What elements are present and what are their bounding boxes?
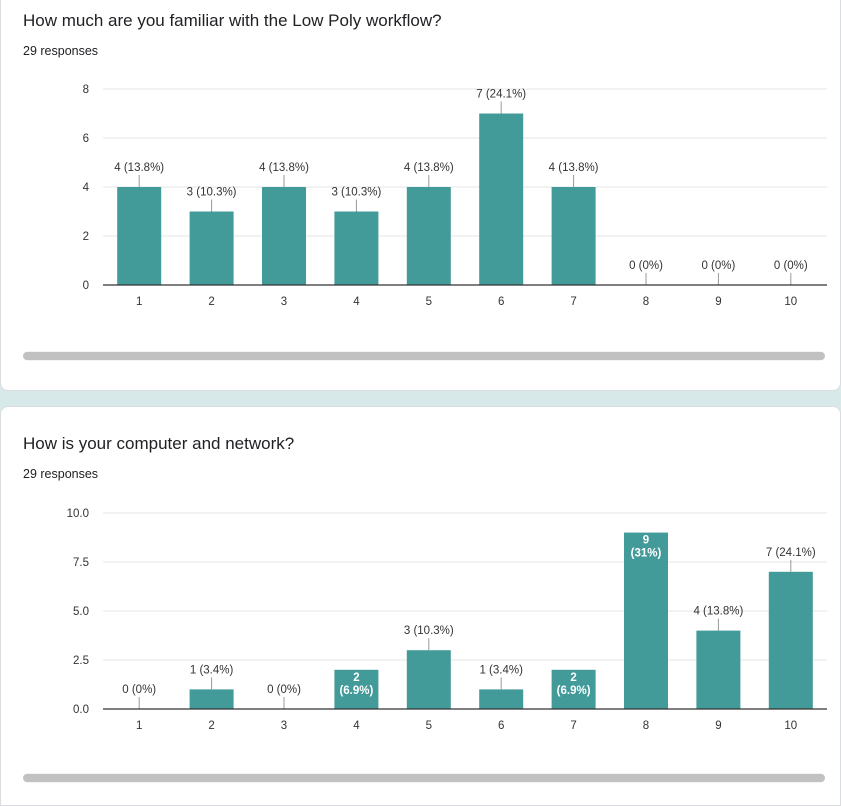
bar-3[interactable] — [262, 187, 306, 285]
bar-9[interactable] — [696, 630, 741, 709]
data-label-percent: (31%) — [631, 548, 662, 560]
x-tick-label: 5 — [426, 296, 432, 308]
data-label: 9 (31%) — [631, 535, 662, 560]
x-tick-label: 9 — [715, 720, 721, 732]
y-tick-label: 8 — [83, 84, 89, 96]
response-count: 29 responses — [23, 467, 99, 481]
bar-4[interactable] — [334, 669, 379, 709]
data-label: 2 (6.9%) — [339, 672, 373, 697]
data-label: 4 (13.8%) — [259, 162, 309, 174]
data-label: 4 (13.8%) — [549, 162, 599, 174]
x-tick-label: 6 — [498, 720, 504, 732]
question-title: How much are you familiar with the Low P… — [23, 11, 442, 30]
bar-chart-computer-network: 0.0 2.5 5.0 7.5 10.0 0 (0%) 1 1 (3.4%) 2 0 (0%) 3 2… — [67, 508, 827, 732]
y-tick-label: 0 — [83, 280, 89, 292]
x-tick-label: 1 — [136, 296, 142, 308]
bar-5[interactable] — [406, 650, 451, 709]
bar-5[interactable] — [406, 187, 451, 285]
x-tick-label: 8 — [643, 720, 649, 732]
x-tick-label: 7 — [570, 720, 576, 732]
horizontal-scrollbar[interactable] — [23, 773, 825, 783]
data-label: 1 (3.4%) — [190, 664, 234, 676]
bar-4[interactable] — [334, 211, 379, 286]
x-tick-label: 4 — [353, 296, 360, 308]
data-label: 3 (10.3%) — [404, 625, 454, 637]
bar-6[interactable] — [479, 689, 524, 709]
chart-card-computer-network: How is your computer and network? 29 res… — [0, 406, 841, 806]
bar-2[interactable] — [189, 689, 234, 709]
y-tick-label: 0.0 — [73, 704, 89, 716]
bar-1[interactable] — [117, 187, 162, 285]
y-tick-label: 2.5 — [73, 655, 89, 667]
scrollbar-thumb[interactable] — [23, 774, 825, 782]
bar-7[interactable] — [551, 669, 596, 709]
bar-8[interactable] — [624, 532, 668, 709]
x-tick-label: 2 — [208, 296, 214, 308]
x-tick-label: 7 — [570, 296, 576, 308]
y-tick-label: 10.0 — [67, 508, 89, 520]
x-tick-label: 2 — [208, 720, 214, 732]
data-label: 2 (6.9%) — [557, 672, 591, 697]
data-label: 1 (3.4%) — [479, 664, 523, 676]
y-tick-label: 5.0 — [73, 606, 89, 618]
x-tick-label: 9 — [715, 296, 721, 308]
data-label: 0 (0%) — [122, 684, 156, 696]
y-tick-label: 6 — [83, 133, 89, 145]
data-label-count: 2 — [570, 672, 576, 684]
data-label: 7 (24.1%) — [766, 547, 816, 559]
data-label: 4 (13.8%) — [404, 162, 454, 174]
data-label: 7 (24.1%) — [476, 89, 526, 101]
horizontal-scrollbar[interactable] — [23, 351, 825, 361]
x-tick-label: 6 — [498, 296, 504, 308]
data-label: 4 (13.8%) — [114, 162, 164, 174]
data-label: 0 (0%) — [774, 260, 808, 272]
bar-10[interactable] — [768, 571, 813, 709]
y-tick-label: 4 — [83, 182, 90, 194]
bar-chart-familiarity: 0 2 4 6 8 4 (13.8%) 1 3 (10.3%) 2 4 (13.8%) 3 3 (10… — [83, 84, 827, 308]
x-tick-label: 10 — [784, 296, 797, 308]
data-label: 3 (10.3%) — [331, 187, 381, 199]
data-label-percent: (6.9%) — [339, 685, 373, 697]
data-label: 0 (0%) — [629, 260, 663, 272]
data-label: 0 (0%) — [267, 684, 301, 696]
bar-7[interactable] — [551, 187, 596, 285]
bar-2[interactable] — [189, 211, 234, 286]
scrollbar-thumb[interactable] — [23, 352, 825, 360]
data-label: 4 (13.8%) — [693, 606, 743, 618]
y-tick-label: 2 — [83, 231, 89, 243]
data-label-count: 2 — [353, 672, 359, 684]
x-tick-label: 8 — [643, 296, 649, 308]
x-tick-label: 1 — [136, 720, 142, 732]
y-tick-label: 7.5 — [73, 557, 89, 569]
response-count: 29 responses — [23, 44, 99, 58]
data-label: 3 (10.3%) — [187, 187, 237, 199]
x-tick-label: 4 — [353, 720, 360, 732]
x-tick-label: 5 — [426, 720, 432, 732]
bar-6[interactable] — [479, 113, 524, 286]
x-tick-label: 10 — [784, 720, 797, 732]
data-label-count: 9 — [643, 535, 649, 547]
chart-card-familiarity: How much are you familiar with the Low P… — [0, 0, 841, 391]
x-tick-label: 3 — [281, 296, 287, 308]
data-label-percent: (6.9%) — [557, 685, 591, 697]
x-tick-label: 3 — [281, 720, 287, 732]
question-title: How is your computer and network? — [23, 434, 295, 453]
data-label: 0 (0%) — [701, 260, 735, 272]
